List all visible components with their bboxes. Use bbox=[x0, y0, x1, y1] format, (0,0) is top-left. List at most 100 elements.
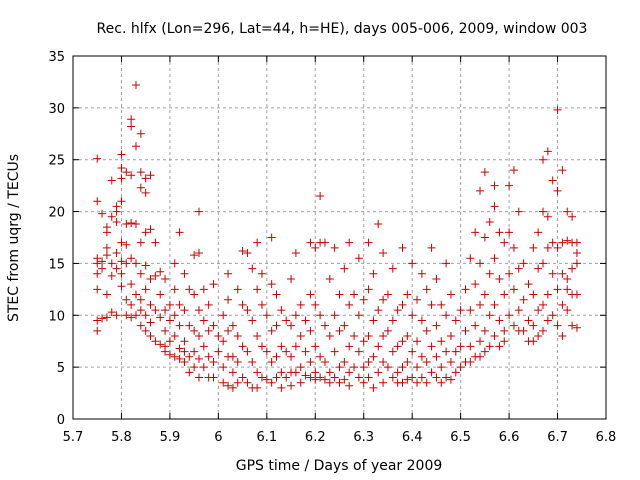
data-point bbox=[93, 269, 102, 278]
data-point bbox=[107, 271, 116, 280]
data-point bbox=[364, 332, 373, 341]
axis-ticks: 5.7 5.8 5.9 6 6.1 6.2 6.3 6.4 6.5 6.6 6.7 6.8 0 5 10 15… bbox=[48, 50, 616, 445]
data-point bbox=[122, 295, 131, 304]
data-point bbox=[350, 363, 359, 372]
data-point bbox=[102, 243, 111, 252]
data-point bbox=[398, 243, 407, 252]
data-point bbox=[287, 274, 296, 283]
data-point bbox=[383, 290, 392, 299]
data-point bbox=[320, 238, 329, 247]
data-point bbox=[340, 357, 349, 366]
data-point bbox=[422, 326, 431, 335]
data-point bbox=[277, 342, 286, 351]
data-point bbox=[131, 220, 140, 229]
data-point bbox=[194, 354, 203, 363]
data-point bbox=[262, 347, 271, 356]
data-point bbox=[408, 311, 417, 320]
data-point bbox=[354, 347, 363, 356]
data-point bbox=[117, 174, 126, 183]
data-point bbox=[272, 321, 281, 330]
data-point bbox=[248, 316, 257, 325]
data-point bbox=[93, 154, 102, 163]
data-point bbox=[446, 375, 455, 384]
y-tick-label: 30 bbox=[48, 102, 65, 117]
data-point bbox=[257, 300, 266, 309]
data-point bbox=[393, 342, 402, 351]
data-point bbox=[379, 378, 388, 387]
data-point bbox=[548, 269, 557, 278]
data-point bbox=[345, 381, 354, 390]
data-point bbox=[272, 352, 281, 361]
data-point bbox=[122, 240, 131, 249]
x-tick-label: 6.6 bbox=[499, 430, 520, 445]
grid-lines bbox=[73, 56, 606, 419]
data-point bbox=[325, 368, 334, 377]
data-point bbox=[267, 357, 276, 366]
data-point bbox=[301, 371, 310, 380]
data-point bbox=[558, 238, 567, 247]
data-point bbox=[151, 238, 160, 247]
data-point bbox=[553, 186, 562, 195]
data-point bbox=[427, 342, 436, 351]
data-point bbox=[350, 290, 359, 299]
data-point bbox=[151, 337, 160, 346]
data-point bbox=[112, 264, 121, 273]
data-point bbox=[233, 332, 242, 341]
data-point bbox=[224, 381, 233, 390]
data-point bbox=[131, 142, 140, 151]
data-point bbox=[432, 274, 441, 283]
data-point bbox=[102, 290, 111, 299]
data-point bbox=[364, 357, 373, 366]
data-point bbox=[345, 368, 354, 377]
data-point bbox=[233, 357, 242, 366]
data-point bbox=[495, 342, 504, 351]
data-point bbox=[141, 311, 150, 320]
x-tick-label: 6 bbox=[214, 430, 222, 445]
data-point bbox=[543, 212, 552, 221]
data-point bbox=[509, 243, 518, 252]
data-point bbox=[98, 257, 107, 266]
data-point bbox=[117, 269, 126, 278]
data-point bbox=[257, 373, 266, 382]
data-point bbox=[466, 342, 475, 351]
data-point bbox=[427, 243, 436, 252]
data-point bbox=[408, 373, 417, 382]
data-point bbox=[180, 357, 189, 366]
data-point bbox=[98, 264, 107, 273]
data-point bbox=[151, 271, 160, 280]
data-point bbox=[238, 300, 247, 309]
data-point bbox=[340, 375, 349, 384]
data-point bbox=[136, 183, 145, 192]
data-point bbox=[320, 357, 329, 366]
data-point bbox=[432, 373, 441, 382]
data-point bbox=[107, 259, 116, 268]
data-point bbox=[190, 251, 199, 260]
data-point bbox=[514, 207, 523, 216]
data-point bbox=[156, 290, 165, 299]
data-point bbox=[136, 295, 145, 304]
data-point bbox=[442, 259, 451, 268]
data-point bbox=[156, 340, 165, 349]
data-point bbox=[413, 378, 422, 387]
data-point bbox=[175, 228, 184, 237]
data-point bbox=[136, 269, 145, 278]
data-point bbox=[553, 105, 562, 114]
data-point bbox=[446, 357, 455, 366]
data-point bbox=[165, 300, 174, 309]
data-point bbox=[306, 290, 315, 299]
data-point bbox=[248, 264, 257, 273]
data-point bbox=[127, 300, 136, 309]
data-point bbox=[253, 238, 262, 247]
data-point bbox=[379, 249, 388, 258]
data-point bbox=[301, 347, 310, 356]
data-point bbox=[476, 300, 485, 309]
data-point bbox=[461, 285, 470, 294]
data-point bbox=[572, 323, 581, 332]
data-point bbox=[170, 259, 179, 268]
data-point bbox=[127, 254, 136, 263]
data-point bbox=[185, 285, 194, 294]
data-point bbox=[117, 282, 126, 291]
data-point bbox=[359, 378, 368, 387]
data-point bbox=[572, 238, 581, 247]
data-point bbox=[175, 300, 184, 309]
